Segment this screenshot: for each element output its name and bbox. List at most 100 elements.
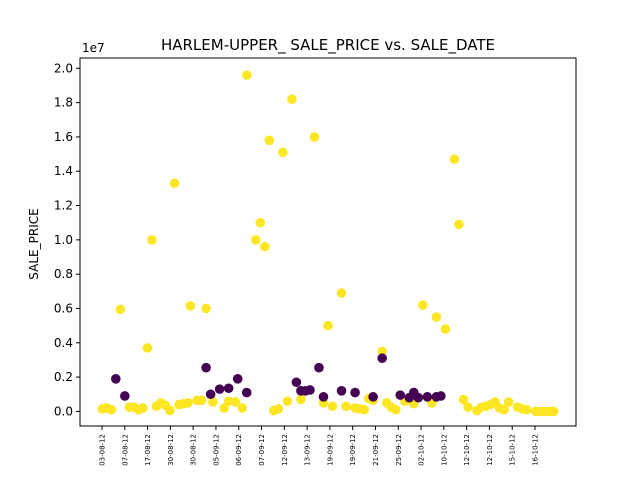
y-tick-label: 0.0 bbox=[54, 404, 73, 418]
data-point bbox=[120, 391, 130, 401]
y-tick-label: 1.6 bbox=[54, 130, 73, 144]
data-point bbox=[463, 402, 473, 412]
data-point bbox=[390, 404, 401, 415]
data-point bbox=[223, 383, 234, 394]
data-point bbox=[368, 392, 378, 402]
y-tick-label: 0.8 bbox=[54, 267, 73, 281]
x-tick-label: 07-08-12 bbox=[121, 434, 129, 466]
data-point bbox=[458, 394, 469, 405]
data-point bbox=[503, 397, 514, 407]
data-points bbox=[97, 70, 559, 417]
x-tick-label: 03-08-12 bbox=[99, 434, 107, 466]
y-tick-label: 1.0 bbox=[54, 233, 73, 247]
data-point bbox=[115, 304, 126, 315]
data-point bbox=[205, 389, 216, 400]
y-tick-label: 0.2 bbox=[54, 370, 73, 384]
x-tick-label: 21-09-12 bbox=[372, 434, 380, 466]
data-point bbox=[336, 386, 347, 396]
data-point bbox=[273, 404, 284, 414]
y-tick-label: 1.8 bbox=[54, 96, 73, 110]
x-tick-label: 30-08-12 bbox=[167, 434, 175, 466]
x-tick-label: 19-09-12 bbox=[326, 434, 334, 466]
data-point bbox=[278, 147, 288, 158]
data-point bbox=[521, 404, 532, 415]
data-point bbox=[377, 353, 387, 364]
data-point bbox=[499, 404, 509, 415]
data-point bbox=[138, 403, 148, 413]
data-point bbox=[230, 397, 241, 407]
data-point bbox=[214, 384, 225, 394]
x-tick-label: 12-10-12 bbox=[486, 434, 494, 466]
data-point bbox=[413, 392, 424, 403]
data-point bbox=[237, 403, 248, 413]
data-point bbox=[185, 301, 196, 311]
x-tick-label: 07-09-12 bbox=[258, 434, 266, 466]
data-point bbox=[305, 385, 315, 395]
y-axis-offset-label: 1e7 bbox=[82, 41, 105, 55]
x-tick-label: 25-09-12 bbox=[395, 434, 403, 466]
data-point bbox=[287, 94, 297, 104]
data-point bbox=[241, 70, 252, 80]
data-point bbox=[309, 132, 320, 142]
data-point bbox=[422, 392, 433, 402]
data-point bbox=[219, 403, 229, 413]
data-point bbox=[359, 404, 369, 415]
data-point bbox=[341, 401, 351, 412]
data-point bbox=[336, 288, 347, 298]
x-axis-ticks: 03-08-12 07-08-12 17-08-12 30-08-12 30-08-12… bbox=[99, 426, 540, 466]
data-point bbox=[264, 135, 275, 146]
y-axis-ticks: 0.0 0.2 0.4 0.6 0.8 1.0 1.2 1.4 1.6 1.8 2.0 bbox=[54, 61, 80, 418]
data-point bbox=[395, 390, 406, 400]
data-point bbox=[196, 395, 207, 406]
x-tick-label: 02-10-12 bbox=[418, 434, 426, 466]
data-point bbox=[436, 391, 446, 401]
data-point bbox=[147, 235, 157, 245]
data-point bbox=[201, 362, 211, 373]
data-point bbox=[169, 178, 180, 189]
x-tick-label: 13-09-12 bbox=[304, 434, 312, 466]
y-tick-label: 1.4 bbox=[54, 164, 73, 178]
data-point bbox=[208, 397, 218, 407]
data-point bbox=[291, 377, 302, 388]
data-point bbox=[350, 387, 360, 398]
data-point bbox=[548, 406, 559, 417]
data-point bbox=[111, 374, 121, 384]
x-tick-label: 12-09-12 bbox=[281, 434, 289, 466]
data-point bbox=[250, 235, 261, 245]
data-point bbox=[449, 154, 460, 165]
x-tick-label: 16-10-12 bbox=[532, 434, 540, 466]
x-tick-label: 06-09-12 bbox=[235, 434, 243, 466]
data-point bbox=[454, 219, 464, 230]
y-tick-label: 0.4 bbox=[54, 336, 73, 350]
x-tick-label: 10-10-12 bbox=[440, 434, 448, 466]
data-point bbox=[377, 346, 387, 357]
data-point bbox=[106, 404, 117, 415]
y-axis-label: SALE_PRICE bbox=[27, 208, 41, 279]
data-point bbox=[296, 394, 306, 405]
data-point bbox=[282, 396, 293, 406]
y-tick-label: 1.2 bbox=[54, 199, 73, 213]
data-point bbox=[241, 387, 252, 398]
x-tick-label: 12-10-12 bbox=[463, 434, 471, 466]
x-tick-label: 30-08-12 bbox=[190, 434, 198, 466]
data-point bbox=[323, 320, 333, 331]
data-point bbox=[165, 405, 175, 416]
data-point bbox=[418, 300, 428, 310]
data-point bbox=[183, 398, 193, 408]
x-tick-label: 15-10-12 bbox=[509, 434, 517, 466]
x-tick-label: 17-08-12 bbox=[144, 434, 152, 466]
data-point bbox=[232, 374, 243, 384]
data-point bbox=[201, 303, 211, 314]
data-point bbox=[259, 241, 270, 252]
data-point bbox=[318, 392, 329, 402]
data-point bbox=[314, 362, 324, 373]
x-tick-label: 19-09-12 bbox=[349, 434, 357, 466]
data-point bbox=[440, 324, 451, 334]
data-point bbox=[142, 343, 153, 353]
y-tick-label: 2.0 bbox=[54, 61, 73, 75]
chart-title: HARLEM-UPPER_ SALE_PRICE vs. SALE_DATE bbox=[161, 36, 495, 55]
plot-frame bbox=[79, 57, 577, 427]
data-point bbox=[431, 312, 442, 322]
data-point bbox=[327, 401, 338, 412]
